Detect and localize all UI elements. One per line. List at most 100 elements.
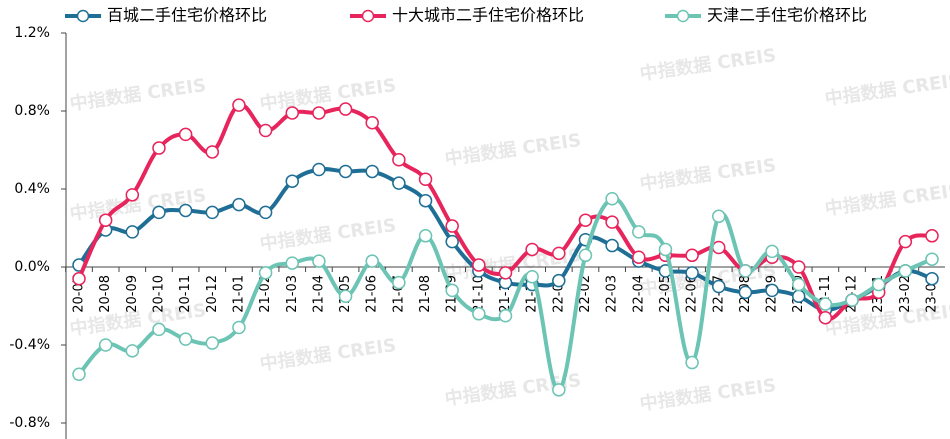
point: [712, 240, 726, 255]
point: [632, 250, 646, 264]
point: [232, 320, 246, 335]
watermark: 中指数据 CREIS: [258, 214, 397, 255]
watermark: 中指数据 CREIS: [258, 74, 397, 115]
point: [178, 127, 193, 142]
watermark: 中指数据 CREIS: [638, 374, 777, 415]
x-tick-label: 21-04: [311, 275, 326, 313]
point: [818, 310, 833, 325]
watermark: 中指数据 CREIS: [823, 179, 950, 220]
point: [685, 266, 699, 280]
point: [685, 355, 699, 370]
point: [791, 289, 806, 303]
point: [392, 275, 406, 290]
x-tick-label: 20-11: [178, 275, 193, 313]
watermark: 中指数据 CREIS: [638, 154, 777, 195]
y-tick-label: -0.8%: [9, 415, 50, 431]
point: [392, 153, 406, 167]
point: [312, 254, 326, 268]
point: [578, 248, 593, 263]
point: [765, 283, 779, 298]
point: [338, 289, 353, 303]
point: [605, 192, 619, 206]
point: [525, 270, 539, 284]
point: [578, 213, 593, 227]
y-tick-label: 1.2%: [14, 25, 50, 41]
x-tick-label: 20-07: [72, 275, 87, 313]
point: [98, 213, 113, 227]
point: [285, 174, 299, 188]
point: [152, 141, 166, 155]
point: [178, 332, 193, 346]
point: [658, 242, 673, 257]
point: [418, 229, 433, 243]
point: [258, 205, 273, 220]
x-tick-label: 20-12: [205, 275, 220, 313]
point: [418, 193, 433, 208]
point: [898, 234, 913, 249]
y-tick-label: 0.8%: [14, 103, 50, 119]
point: [925, 229, 939, 243]
x-tick-label: 22-03: [605, 275, 620, 313]
point: [445, 283, 459, 298]
point: [552, 383, 566, 397]
x-tick-label: 22-05: [658, 275, 673, 313]
point: [338, 164, 353, 179]
legend-label: 十大城市二手住宅价格环比: [392, 6, 584, 25]
point: [552, 246, 566, 261]
point: [871, 277, 886, 292]
watermark: 中指数据 CREIS: [823, 69, 950, 110]
watermark: 中指数据 CREIS: [638, 44, 777, 85]
point: [98, 338, 113, 352]
point: [765, 244, 779, 259]
point: [125, 188, 140, 202]
legend-label: 天津二手住宅价格环比: [707, 6, 867, 25]
point: [125, 225, 140, 239]
point: [472, 307, 486, 321]
point: [925, 252, 939, 266]
point: [685, 248, 699, 263]
point: [125, 344, 140, 358]
point: [472, 258, 486, 272]
point: [525, 242, 539, 257]
point: [818, 297, 833, 311]
point: [712, 279, 726, 294]
point: [72, 367, 86, 381]
point: [925, 271, 939, 286]
point: [205, 336, 220, 350]
point: [258, 266, 273, 280]
legend-label: 百城二手住宅价格环比: [107, 6, 267, 25]
legend-marker: [76, 9, 90, 23]
point: [205, 145, 220, 159]
y-tick-label: 0.0%: [14, 259, 50, 275]
x-tick-label: 23-02: [898, 275, 913, 313]
point: [498, 309, 513, 323]
x-tick-label: 20-08: [98, 275, 113, 313]
point: [152, 205, 166, 220]
x-tick-label: 22-04: [631, 275, 646, 313]
point: [365, 115, 379, 130]
point: [365, 164, 379, 179]
point: [552, 273, 566, 288]
x-tick-label: 21-01: [231, 275, 246, 313]
watermark: 中指数据 CREIS: [68, 74, 207, 115]
legend-marker: [361, 9, 375, 23]
point: [632, 225, 646, 239]
point: [445, 234, 459, 249]
x-tick-label: 20-10: [151, 275, 166, 313]
point: [258, 123, 273, 138]
x-tick-label: 20-09: [125, 275, 140, 313]
point: [898, 264, 913, 278]
point: [205, 205, 220, 220]
point: [392, 176, 406, 190]
point: [178, 203, 193, 218]
point: [498, 266, 513, 280]
x-tick-label: 21-10: [471, 275, 486, 313]
point: [418, 172, 433, 186]
point: [605, 238, 619, 253]
point: [312, 162, 326, 177]
x-tick-label: 21-08: [418, 275, 433, 313]
y-tick-label: 0.4%: [14, 181, 50, 197]
point: [152, 322, 166, 337]
point: [285, 256, 299, 270]
